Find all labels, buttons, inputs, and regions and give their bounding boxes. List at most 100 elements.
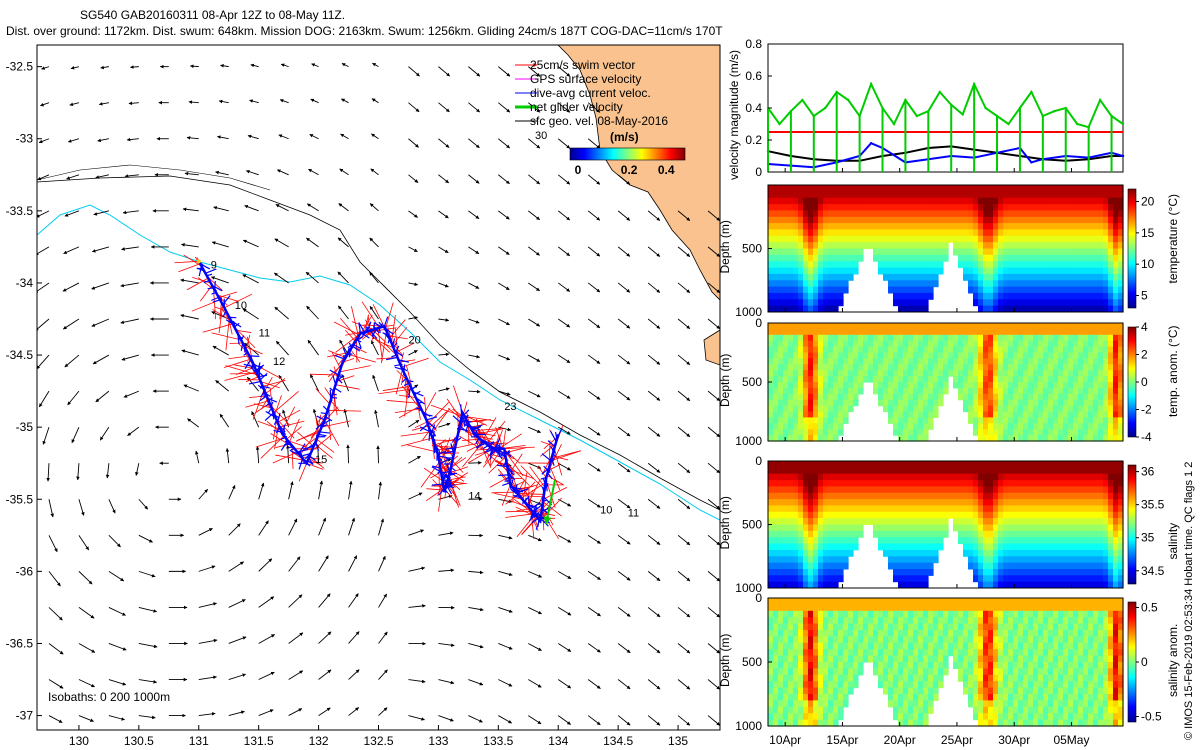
section-cell (1098, 286, 1104, 294)
section-cell (1088, 340, 1094, 348)
section-cell (968, 549, 974, 557)
geo-velocity-arrow (408, 138, 419, 148)
section-cell (1053, 423, 1059, 430)
section-cell (1113, 346, 1119, 354)
section-cell (858, 461, 864, 468)
section-cell (783, 461, 789, 468)
section-cell (1018, 210, 1024, 218)
section-cell (823, 210, 829, 218)
section-cell (818, 387, 824, 395)
section-cell (818, 417, 824, 424)
section-cell (848, 376, 854, 383)
section-cell (848, 530, 854, 538)
section-cell (983, 364, 989, 371)
section-cell (978, 305, 984, 313)
swim-vector (385, 302, 394, 329)
section-cell (1003, 334, 1009, 342)
section-cell (983, 210, 989, 218)
section-cell (918, 340, 924, 348)
swim-vector (295, 429, 321, 442)
section-cell (918, 261, 924, 269)
section-cell (893, 530, 899, 538)
section-cell (918, 399, 924, 407)
section-cell (788, 518, 794, 525)
section-cell (978, 352, 984, 359)
section-cell (953, 346, 959, 354)
section-cell (1078, 286, 1084, 294)
section-cell (978, 556, 984, 564)
section-cell (933, 382, 939, 389)
section-cell (853, 204, 859, 211)
section-cell (1013, 492, 1019, 500)
section-cell (908, 423, 914, 430)
dac-vector (426, 416, 438, 421)
section-cell (1043, 411, 1049, 418)
section-cell (838, 575, 844, 583)
section-cell (798, 511, 804, 519)
velocity-y-tick-label: 0.6 (745, 69, 762, 83)
section-cell (1078, 429, 1084, 436)
section-cell (1018, 280, 1024, 288)
section-cell (1058, 334, 1064, 342)
section-cell (1013, 254, 1019, 262)
section-cell (793, 299, 799, 307)
section-cell (1053, 185, 1059, 192)
section-cell (768, 242, 774, 250)
section-cell (1103, 286, 1109, 294)
geo-velocity-arrow (468, 460, 482, 465)
section-cell (913, 254, 919, 262)
section-cell (1048, 411, 1054, 418)
geo-velocity-arrow (348, 480, 353, 500)
geo-velocity-arrow (251, 411, 260, 428)
section-cell (928, 210, 934, 218)
section-cell (1048, 399, 1054, 407)
section-cell (1028, 223, 1034, 230)
section-cell (973, 382, 979, 389)
section-cell (1018, 223, 1024, 230)
section-cell (858, 370, 864, 377)
geo-velocity-arrow (369, 271, 379, 284)
section-cell (793, 405, 799, 413)
section-cell (1013, 417, 1019, 424)
section-cell (1058, 411, 1064, 418)
section-cell (783, 267, 789, 275)
section-cell (963, 334, 969, 342)
section-cell (803, 210, 809, 218)
section-cell (963, 358, 969, 365)
section-cell (1063, 273, 1069, 281)
section-cell (963, 254, 969, 262)
geo-velocity-arrow (38, 390, 50, 408)
section-cell (813, 334, 819, 342)
section-cell (803, 549, 809, 557)
section-cell (793, 524, 799, 532)
section-cell (913, 334, 919, 342)
section-cell (903, 505, 909, 513)
section-cell (1013, 323, 1019, 330)
section-cell (788, 575, 794, 583)
section-cell (908, 242, 914, 250)
section-cell (828, 537, 834, 545)
section-cell (903, 423, 909, 430)
section-cell (868, 492, 874, 500)
section-cell (768, 280, 774, 288)
section-cell (798, 473, 804, 481)
section-cell (888, 543, 894, 551)
section-cell (1083, 382, 1089, 389)
section-cell (923, 358, 929, 365)
swim-vector (386, 400, 419, 404)
section-cell (1118, 248, 1124, 256)
section-cell (973, 229, 979, 237)
geo-velocity-arrow (647, 462, 661, 473)
section-cell (993, 197, 999, 205)
section-cell (893, 299, 899, 307)
section-cell (998, 334, 1004, 342)
geo-velocity-arrow (276, 169, 289, 176)
section-cell (978, 185, 984, 192)
section-cell (968, 518, 974, 525)
section-cell (863, 352, 869, 359)
geo-velocity-arrow (288, 708, 303, 716)
section-cell (1018, 323, 1024, 330)
section-cell (903, 370, 909, 377)
section-cell (783, 411, 789, 418)
section-cell (933, 370, 939, 377)
